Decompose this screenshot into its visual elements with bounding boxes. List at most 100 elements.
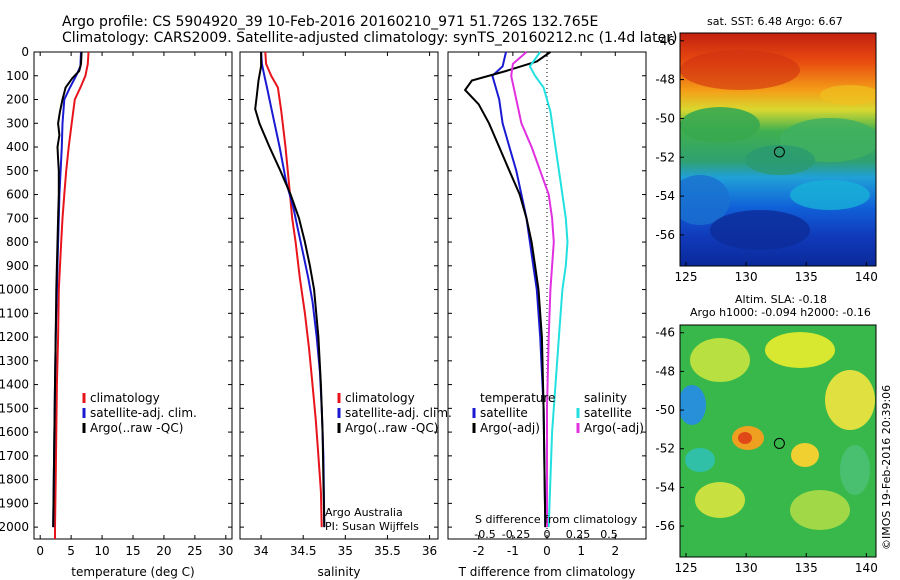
map-x-label: 140	[855, 270, 878, 284]
x-tick-label: 1	[577, 544, 585, 558]
legend-label: climatology	[345, 391, 415, 405]
map-x-label: 135	[795, 270, 818, 284]
y-tick-label: 100	[6, 69, 29, 83]
series-line	[54, 51, 90, 539]
sst-map-title: sat. SST: 6.48 Argo: 6.67	[707, 15, 843, 28]
map-y-label: -52	[655, 150, 675, 164]
legend-label: satellite-adj. clim.	[345, 406, 452, 420]
series-line	[254, 52, 326, 528]
y-tick-label: 1600	[0, 425, 29, 439]
y-tick-label: 1000	[0, 283, 29, 297]
x-axis-label: T difference from climatology	[458, 565, 636, 579]
x-axis-label: salinity	[317, 565, 360, 579]
map-y-label: -46	[655, 34, 675, 48]
sla-map	[680, 325, 876, 557]
panel-frame	[33, 51, 233, 540]
title-line1: Argo profile: CS 5904920_39 10-Feb-2016 …	[62, 14, 599, 30]
map-y-label: -50	[655, 111, 675, 125]
s-difference-label: S difference from climatology	[475, 513, 638, 526]
x-tick-label: -2	[473, 544, 485, 558]
legend-label: salinity	[584, 391, 627, 405]
x-tick-label: 35.5	[374, 544, 401, 558]
x-tick-label: 34.5	[290, 544, 317, 558]
legend-label: Argo(..raw -QC)	[345, 421, 438, 435]
x-tick-label: 10	[94, 544, 109, 558]
map-x-label: 130	[735, 561, 758, 575]
map-y-label: -50	[655, 403, 675, 417]
s-tick-label: 0.5	[600, 528, 618, 541]
y-tick-label: 700	[6, 211, 29, 225]
sla-argo-marker	[773, 437, 785, 449]
series-line	[52, 51, 83, 528]
y-tick-label: 600	[6, 188, 29, 202]
y-tick-label: 900	[6, 259, 29, 273]
sst-argo-marker	[773, 146, 785, 158]
y-tick-label: 200	[6, 93, 29, 107]
x-tick-label: 0	[36, 544, 44, 558]
difference-panel: -2 -1 0 1 2 T difference from climatology	[447, 51, 647, 579]
x-tick-label: 15	[125, 544, 140, 558]
series-line	[528, 51, 569, 528]
y-tick-label: 500	[6, 164, 29, 178]
map-y-label: -52	[655, 442, 675, 456]
legend-label: Argo(-adj)	[584, 421, 644, 435]
y-tick-label: 2000	[0, 520, 29, 534]
legend-label: Argo(..raw -QC)	[90, 421, 183, 435]
y-tick-label: 300	[6, 116, 29, 130]
legend-label: Argo(-adj)	[480, 421, 540, 435]
map-y-label: -56	[655, 228, 675, 242]
x-tick-label: -1	[507, 544, 519, 558]
panel-frame	[239, 51, 439, 540]
map-y-label: -54	[655, 480, 675, 494]
x-tick-label: 25	[187, 544, 202, 558]
x-tick-label: 34	[253, 544, 268, 558]
y-tick-label: 1400	[0, 378, 29, 392]
y-tick-label: 1800	[0, 473, 29, 487]
s-tick-label: 0.25	[566, 528, 591, 541]
map-y-label: -48	[655, 73, 675, 87]
sla-map-axes: -46 -48 -50 -52 -54 -56 125 130 135 140	[655, 326, 877, 575]
map-x-label: 130	[735, 270, 758, 284]
s-tick-label: 0	[544, 528, 551, 541]
temperature-panel: 0 5 10 15 20 25 300100200300400500600700800900…	[0, 45, 233, 579]
legend-label: climatology	[90, 391, 160, 405]
map-y-label: -48	[655, 364, 675, 378]
map-x-label: 135	[795, 561, 818, 575]
map-x-label: 125	[675, 270, 698, 284]
map-x-label: 125	[675, 561, 698, 575]
y-tick-label: 800	[6, 235, 29, 249]
title-line2: Climatology: CARS2009. Satellite-adjuste…	[62, 30, 678, 46]
series-line	[264, 51, 323, 528]
sla-map-subtitle: Argo h1000: -0.094 h2000: -0.16	[690, 306, 871, 319]
map-x-label: 140	[855, 561, 878, 575]
s-tick-label: -0.25	[502, 528, 530, 541]
y-tick-label: 1900	[0, 496, 29, 510]
y-tick-label: 1200	[0, 330, 29, 344]
x-tick-label: 20	[156, 544, 171, 558]
legend-label: satellite	[480, 406, 528, 420]
y-tick-label: 0	[21, 45, 29, 59]
x-tick-label: 2	[611, 544, 619, 558]
x-tick-label: 0	[543, 544, 551, 558]
x-tick-label: 35	[338, 544, 353, 558]
y-tick-label: 400	[6, 140, 29, 154]
x-tick-label: 5	[67, 544, 75, 558]
s-difference-ticks: -0.5 -0.25 0 0.25 0.5	[474, 528, 617, 541]
annotation-argo-australia: Argo Australia	[325, 506, 403, 519]
series-line	[510, 51, 555, 528]
y-tick-label: 1100	[0, 306, 29, 320]
y-tick-label: 1700	[0, 449, 29, 463]
annotation-pi: PI: Susan Wijffels	[325, 520, 419, 533]
legend-label: satellite	[584, 406, 632, 420]
difference-legend: temperaturesatelliteArgo(-adj)salinitysa…	[472, 391, 644, 435]
sla-map-title: Altim. SLA: -0.18	[735, 293, 827, 306]
map-y-label: -46	[655, 326, 675, 340]
salinity-panel: 34 34.5 35 35.5 36 salinity	[239, 51, 439, 579]
imos-credit: ©IMOS 19-Feb-2016 20:39:06	[880, 385, 893, 550]
series-line	[463, 51, 551, 528]
sst-map	[680, 33, 876, 266]
legend-label: satellite-adj. clim.	[90, 406, 197, 420]
map-y-label: -56	[655, 519, 675, 533]
